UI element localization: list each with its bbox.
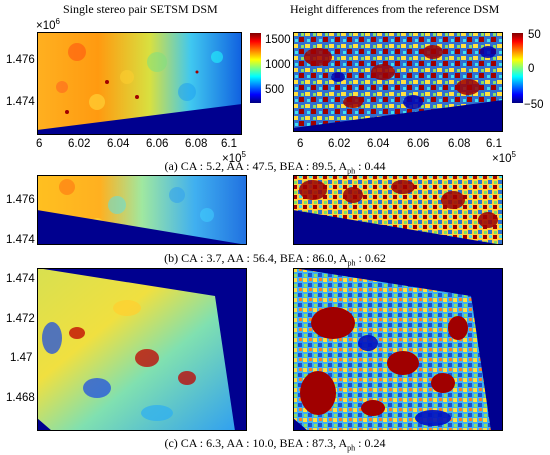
panel-c-y-tick-2: 1.472 <box>6 313 35 325</box>
panel-a-diff-x-tick-6: 6.1 <box>486 138 502 150</box>
panel-a-diff-x-tick-2: 6.02 <box>328 138 351 150</box>
panel-c-y-tick-4: 1.468 <box>6 392 35 404</box>
panel-a-cbar-tick-3: 500 <box>265 84 285 96</box>
panel-b-dsm-map <box>37 175 247 245</box>
panel-a-diff-x-tick-1: 6 <box>297 138 304 150</box>
panel-a-diff-x-exponent: ×105 <box>492 150 516 165</box>
panel-a-dsm-colorbar <box>250 33 261 103</box>
panel-a-y-tick-1: 1.476 <box>6 54 35 66</box>
panel-a-x-tick-6: 6.1 <box>221 138 237 150</box>
panel-c-y-tick-1: 1.474 <box>6 273 35 285</box>
right-column-title: Height differences from the reference DS… <box>290 2 500 16</box>
left-column-title: Single stereo pair SETSM DSM <box>63 2 218 16</box>
panel-a-dsm-map <box>37 32 242 135</box>
panel-a-x-exponent: ×105 <box>222 150 246 165</box>
panel-b-caption: (b) CA : 3.7, AA : 56.4, BEA : 86.0, Aph… <box>164 251 386 268</box>
panel-a-diff-x-tick-4: 6.06 <box>407 138 430 150</box>
panel-a-x-tick-4: 6.06 <box>146 138 169 150</box>
panel-b-diff-map <box>293 175 503 245</box>
panel-a-y-tick-2: 1.474 <box>6 96 35 108</box>
panel-a-diff-x-tick-3: 6.04 <box>367 138 390 150</box>
panel-c-caption: (c) CA : 6.3, AA : 10.0, BEA : 87.3, Aph… <box>164 436 386 453</box>
panel-c-dsm-map <box>37 268 247 431</box>
panel-a-diff-x-tick-5: 6.08 <box>448 138 471 150</box>
panel-a-caption: (a) CA : 5.2, AA : 47.5, BEA : 89.5, Aph… <box>164 159 386 176</box>
panel-a-diff-cbar-tick-3: −50 <box>524 99 544 111</box>
panel-a-x-tick-3: 6.04 <box>107 138 130 150</box>
panel-b-y-tick-1: 1.476 <box>6 194 35 206</box>
panel-c-diff-map <box>293 268 503 431</box>
panel-a-cbar-tick-2: 1000 <box>265 59 291 71</box>
panel-a-diff-colorbar <box>512 33 523 103</box>
panel-a-diff-cbar-tick-1: 50 <box>528 29 541 41</box>
panel-b-y-tick-2: 1.474 <box>6 234 35 246</box>
panel-a-diff-cbar-tick-2: 0 <box>528 63 535 75</box>
panel-a-x-tick-5: 6.08 <box>185 138 208 150</box>
panel-a-y-exponent: ×106 <box>36 17 60 32</box>
panel-a-cbar-tick-1: 1500 <box>265 34 291 46</box>
panel-c-y-tick-3: 1.47 <box>10 352 33 364</box>
panel-a-x-tick-2: 6.02 <box>68 138 91 150</box>
panel-a-diff-map <box>293 32 503 132</box>
panel-a-x-tick-1: 6 <box>36 138 43 150</box>
